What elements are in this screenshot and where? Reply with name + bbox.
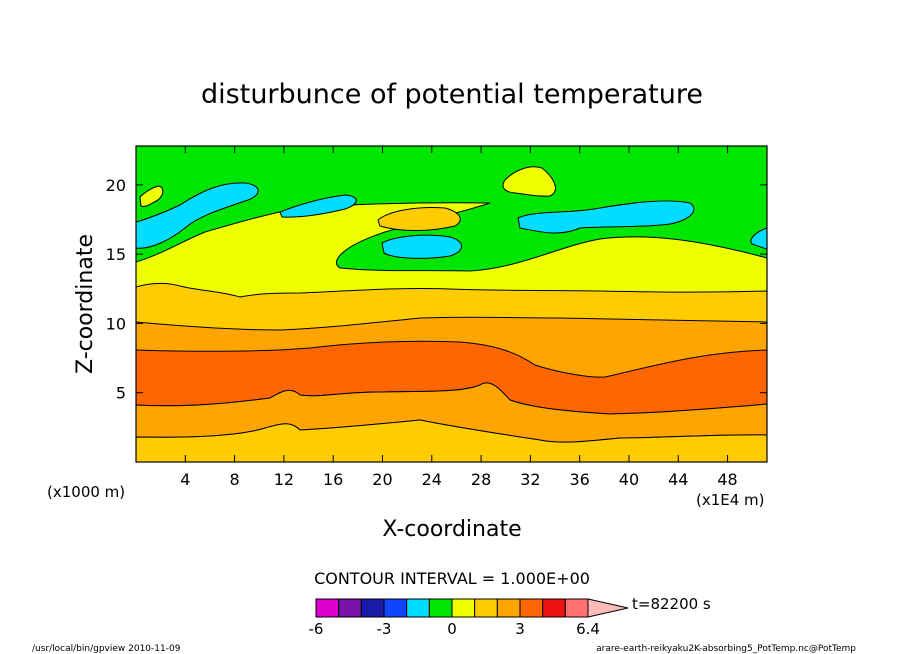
cyan-patch-left xyxy=(136,182,259,249)
y-tick-label: 20 xyxy=(106,176,126,195)
x-tick-label: 16 xyxy=(323,470,343,489)
x-tick-label: 32 xyxy=(520,470,540,489)
footer-left-text: /usr/local/bin/gpview 2010-11-09 xyxy=(32,644,181,654)
contour-plot-area xyxy=(136,146,767,462)
x-tick-label: 24 xyxy=(422,470,442,489)
x-tick-label: 48 xyxy=(717,470,737,489)
colorbar-tick-label: -6 xyxy=(309,620,324,638)
colorbar-cell xyxy=(406,598,430,618)
colorbar-cell xyxy=(519,598,544,618)
x-axis: 4 8 12 16 20 24 28 32 36 40 44 48 xyxy=(180,146,738,489)
y-tick-label: 5 xyxy=(116,384,126,403)
x-axis-title: X-coordinate xyxy=(382,517,521,542)
colorbar-cell xyxy=(383,598,408,618)
x-tick-label: 12 xyxy=(274,470,294,489)
cyan-patch-right xyxy=(517,200,695,234)
colorbar-cell xyxy=(564,598,589,618)
colorbar-cell xyxy=(451,598,476,618)
y-tick-label: 10 xyxy=(106,314,126,333)
colorbar-extend-triangle xyxy=(587,598,629,618)
colorbar-cell xyxy=(496,598,521,618)
x-tick-label: 28 xyxy=(471,470,491,489)
yellow-patch-top-center xyxy=(502,166,556,197)
plot-frame xyxy=(135,145,768,463)
colorbar-cell xyxy=(360,598,385,618)
y-axis: 5 10 15 20 xyxy=(106,176,767,403)
cyan-patch-mid xyxy=(279,194,357,218)
x-tick-label: 40 xyxy=(619,470,639,489)
colorbar-tick-label: 0 xyxy=(447,620,457,638)
orange-patch-mid xyxy=(377,207,461,231)
colorbar-cell xyxy=(474,598,498,618)
band-1-to-2-lower xyxy=(136,419,767,462)
y-unit-label: (x1000 m) xyxy=(47,483,125,501)
x-tick-label: 4 xyxy=(180,470,190,489)
colorbar: -6 -3 0 3 6.4 xyxy=(309,598,629,638)
yellow-patch-top-left xyxy=(139,185,164,207)
colorbar-tick-label: 6.4 xyxy=(576,620,600,638)
cyan-patch-center xyxy=(381,234,463,259)
colorbar-tick-label: -3 xyxy=(377,620,392,638)
x-tick-label: 8 xyxy=(230,470,240,489)
colorbar-cell xyxy=(315,598,340,618)
chart-title: disturbunce of potential temperature xyxy=(201,79,703,110)
footer-right-text: arare-earth-reikyaku2K-absorbing5_PotTem… xyxy=(596,644,856,654)
colorbar-cell xyxy=(428,598,453,618)
contour-interval-text: CONTOUR INTERVAL = 1.000E+00 xyxy=(314,569,590,588)
cyan-patch-edge-right xyxy=(750,227,767,250)
x-tick-label: 20 xyxy=(372,470,392,489)
y-tick-label: 15 xyxy=(106,245,126,264)
x-unit-label: (x1E4 m) xyxy=(696,491,765,509)
colorbar-tick-label: 3 xyxy=(515,620,525,638)
colorbar-cell xyxy=(542,598,566,618)
y-axis-title: Z-coordinate xyxy=(73,234,98,374)
colorbar-cell xyxy=(338,598,362,618)
x-tick-label: 44 xyxy=(668,470,688,489)
time-label: t=82200 s xyxy=(632,595,711,613)
x-tick-label: 36 xyxy=(569,470,589,489)
